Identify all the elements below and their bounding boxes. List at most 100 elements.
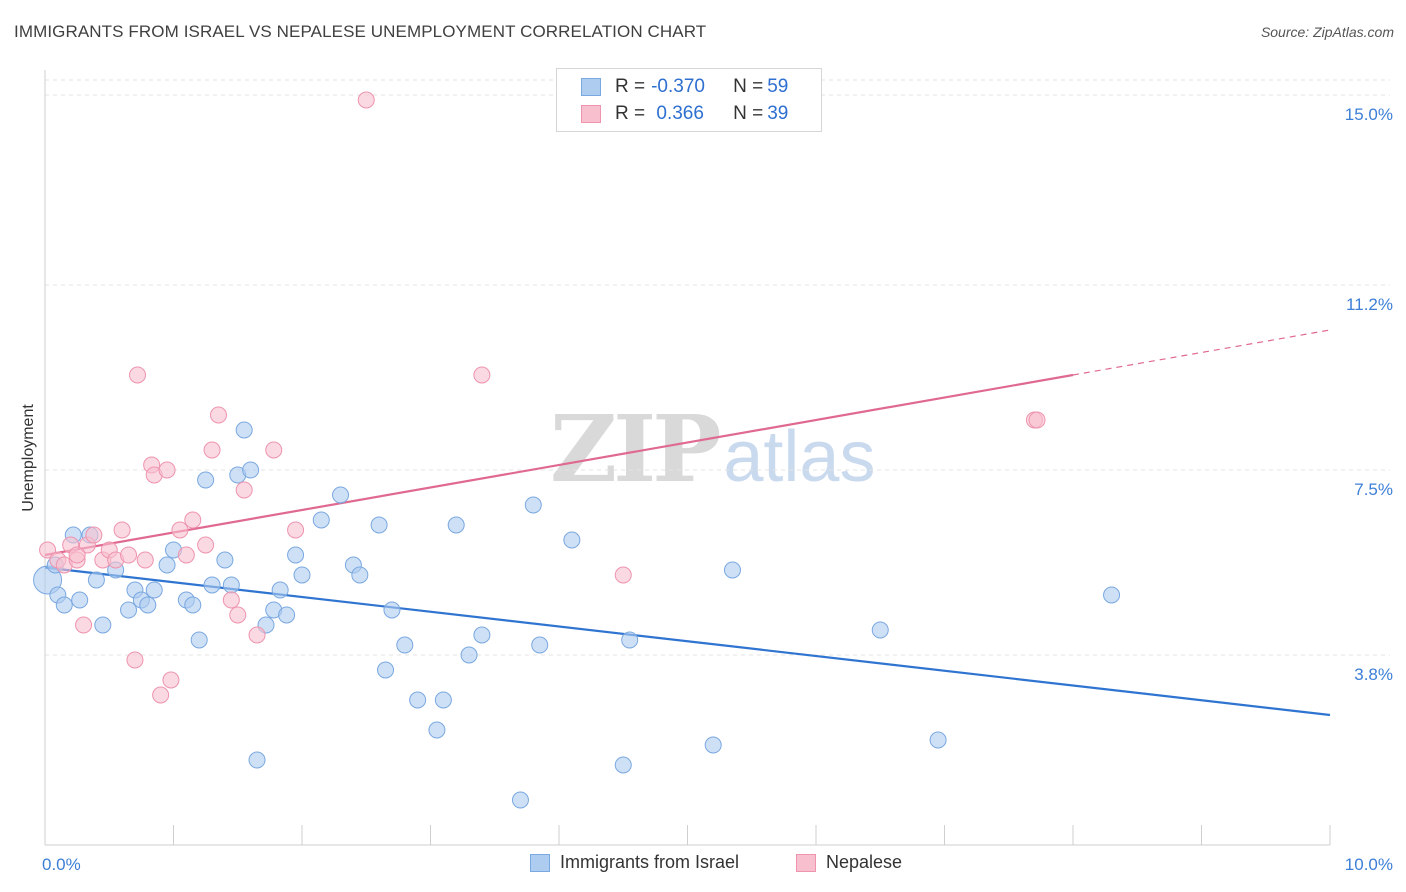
data-point-israel xyxy=(621,631,639,649)
data-point-israel xyxy=(531,636,549,654)
data-point-nepalese xyxy=(136,551,154,569)
legend-swatch-israel xyxy=(581,78,601,96)
data-point-israel xyxy=(447,516,465,534)
legend-r-value: 0.366 xyxy=(651,103,704,124)
legend-r-label: R = xyxy=(615,76,646,97)
data-point-nepalese xyxy=(152,686,170,704)
data-point-nepalese xyxy=(184,511,202,529)
source-credit: Source: ZipAtlas.com xyxy=(1260,24,1394,40)
tick-labels: 3.8% 7.5% 11.2% 15.0% 0.0% 10.0% xyxy=(42,105,1393,874)
data-point-nepalese xyxy=(209,406,227,424)
data-point-israel xyxy=(434,691,452,709)
data-points xyxy=(33,91,1121,809)
data-point-nepalese xyxy=(177,546,195,564)
data-point-israel xyxy=(473,626,491,644)
data-point-israel xyxy=(190,631,208,649)
data-point-israel xyxy=(1103,586,1121,604)
data-point-israel xyxy=(158,556,176,574)
correlation-legend: R = -0.370 N = 59 R = 0.366 N = 39 xyxy=(556,68,822,132)
data-point-israel xyxy=(428,721,446,739)
data-point-nepalese xyxy=(158,461,176,479)
data-point-israel xyxy=(271,581,289,599)
data-point-israel xyxy=(377,661,395,679)
data-point-israel xyxy=(203,576,221,594)
data-point-israel xyxy=(332,486,350,504)
y-tick-label: 15.0% xyxy=(1345,105,1393,124)
legend-swatch-nepalese xyxy=(796,853,816,872)
legend-label-israel: Immigrants from Israel xyxy=(560,852,740,872)
data-point-israel xyxy=(197,471,215,489)
y-tick-label: 3.8% xyxy=(1354,665,1393,684)
data-point-israel xyxy=(409,691,427,709)
data-point-nepalese xyxy=(68,546,86,564)
legend-n-label: N = xyxy=(733,103,764,124)
trend-line-israel xyxy=(44,566,1331,717)
data-point-nepalese xyxy=(75,616,93,634)
legend-label-nepalese: Nepalese xyxy=(826,852,903,872)
data-point-nepalese xyxy=(197,536,215,554)
data-point-israel xyxy=(120,601,138,619)
data-point-israel xyxy=(460,646,478,664)
data-point-nepalese xyxy=(162,671,180,689)
legend-n-value: 39 xyxy=(767,103,789,124)
x-tick-label: 10.0% xyxy=(1345,855,1393,874)
data-point-nepalese xyxy=(614,566,632,584)
legend-r-value: -0.370 xyxy=(651,76,705,97)
data-point-nepalese xyxy=(203,441,221,459)
data-point-israel xyxy=(351,566,369,584)
chart-title: IMMIGRANTS FROM ISRAEL VS NEPALESE UNEMP… xyxy=(14,22,707,41)
data-point-israel xyxy=(242,461,260,479)
data-point-nepalese xyxy=(171,521,189,539)
trend-lines xyxy=(44,329,1331,717)
data-point-israel xyxy=(723,561,741,579)
data-point-israel xyxy=(704,736,722,754)
data-point-israel xyxy=(293,566,311,584)
data-point-nepalese xyxy=(229,606,247,624)
legend-item-nepalese[interactable]: Nepalese xyxy=(796,852,902,873)
data-point-nepalese xyxy=(265,441,283,459)
data-point-israel xyxy=(87,571,105,589)
data-point-israel xyxy=(248,751,266,769)
data-point-israel xyxy=(511,791,529,809)
data-point-israel xyxy=(235,421,253,439)
legend-n-value: 59 xyxy=(767,76,789,97)
data-point-israel xyxy=(614,756,632,774)
data-point-nepalese xyxy=(129,366,147,384)
data-point-nepalese xyxy=(126,651,144,669)
legend-item-israel[interactable]: Immigrants from Israel xyxy=(530,852,739,873)
data-point-israel xyxy=(871,621,889,639)
data-point-nepalese xyxy=(235,481,253,499)
data-point-israel xyxy=(396,636,414,654)
x-tick-label: 0.0% xyxy=(42,855,81,874)
legend-swatch-nepalese xyxy=(581,105,601,123)
data-point-nepalese xyxy=(113,521,131,539)
data-point-israel xyxy=(278,606,296,624)
axes xyxy=(44,70,1331,846)
data-point-israel xyxy=(312,511,330,529)
y-tick-label: 7.5% xyxy=(1354,480,1393,499)
trend-extension-nepalese xyxy=(1072,329,1331,376)
data-point-israel xyxy=(287,546,305,564)
data-point-israel xyxy=(145,581,163,599)
data-point-israel xyxy=(383,601,401,619)
data-point-israel xyxy=(563,531,581,549)
legend-row-nepalese: R = 0.366 N = 39 xyxy=(581,102,788,126)
y-axis-label: Unemployment xyxy=(20,404,37,512)
data-point-nepalese xyxy=(287,521,305,539)
data-point-israel xyxy=(71,591,89,609)
data-point-nepalese xyxy=(222,591,240,609)
legend-row-israel: R = -0.370 N = 59 xyxy=(581,75,788,99)
y-tick-label: 11.2% xyxy=(1346,295,1393,314)
data-point-israel xyxy=(524,496,542,514)
data-point-nepalese xyxy=(473,366,491,384)
legend-r-label: R = xyxy=(615,103,646,124)
data-point-israel xyxy=(55,596,73,614)
data-point-israel xyxy=(216,551,234,569)
data-point-nepalese xyxy=(85,526,103,544)
data-point-israel xyxy=(94,616,112,634)
data-point-israel xyxy=(184,596,202,614)
data-point-nepalese xyxy=(357,91,375,109)
data-point-nepalese xyxy=(1028,411,1046,429)
trend-line-nepalese xyxy=(44,373,1074,557)
